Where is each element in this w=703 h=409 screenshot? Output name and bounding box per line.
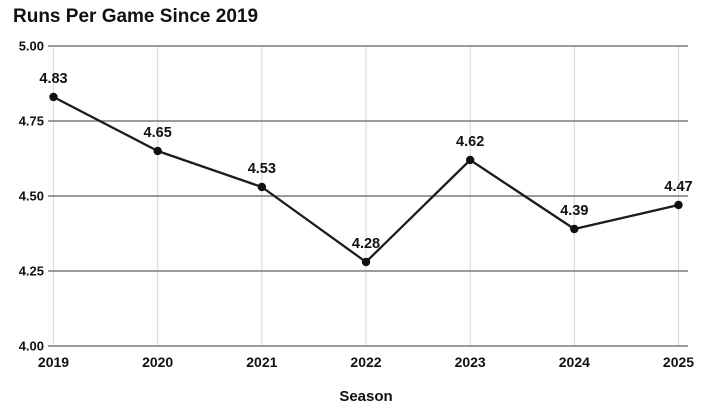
x-tick-label: 2023 [455,354,486,370]
x-tick-label: 2022 [350,354,381,370]
x-tick-label: 2025 [663,354,694,370]
x-tick-label: 2024 [559,354,590,370]
y-tick-label: 5.00 [19,39,44,54]
chart-title: Runs Per Game Since 2019 [13,6,258,27]
y-tick-label: 4.50 [19,189,44,204]
horizontal-gridlines [48,45,688,347]
y-tick-label: 4.00 [19,339,44,354]
data-point [465,155,475,165]
line-series [49,92,683,267]
y-tick-label: 4.25 [19,264,44,279]
data-point [674,200,683,210]
x-tick-label: 2021 [246,354,277,370]
data-point-label: 4.65 [144,125,172,141]
data-point-label: 4.47 [664,179,692,195]
y-tick-label: 4.75 [19,114,44,129]
axis-tick-labels: 2019 2020 2021 2022 2023 2024 2025 5.00 4.75 4.50… [19,39,695,371]
data-point [49,92,58,102]
data-point-label: 4.62 [456,134,484,150]
data-point-label: 4.83 [39,71,67,87]
data-point-label: 4.28 [352,236,380,252]
data-point [361,257,371,267]
x-tick-label: 2019 [38,354,69,370]
data-point-label: 4.39 [560,203,588,219]
data-point [257,182,267,192]
data-point [153,146,162,156]
x-axis-title: Season [339,388,392,405]
x-tick-label: 2020 [142,354,173,370]
data-point-label: 4.53 [248,161,276,177]
data-point [570,224,579,234]
data-point-labels: 4.83 4.65 4.53 4.28 4.62 4.39 4.47 [39,71,692,252]
